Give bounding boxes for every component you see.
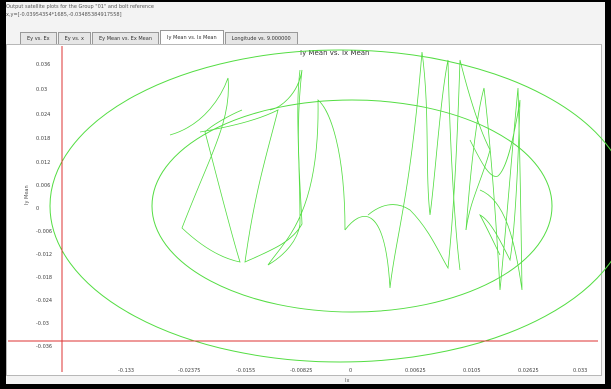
tab-ey-vs-x[interactable]: Ey vs. x <box>57 32 91 45</box>
tab-iy-mean-vs-ix-mean[interactable]: Iy Mean vs. Ix Mean <box>160 30 224 45</box>
y-tick-label: -0.012 <box>36 252 53 258</box>
x-tick-label: -0.00825 <box>290 368 313 374</box>
trajectory-left-b <box>199 69 303 263</box>
outer-ellipse-curve <box>49 49 611 363</box>
x-tick-label: 0.0105 <box>463 368 481 374</box>
x-tick-label: 0.033 <box>573 368 588 374</box>
y-tick-label: 0.024 <box>36 112 51 118</box>
tab-longitude[interactable]: Longitude vs. 9.000000 <box>224 32 298 45</box>
y-tick-label: 0 <box>36 206 40 212</box>
header-line-1: Output satellite plots for the Group "01… <box>6 4 154 10</box>
tab-ey-vs-ex[interactable]: Ey vs. Ex <box>20 32 57 45</box>
y-tick-label: -0.024 <box>36 298 53 304</box>
trajectory-right-a <box>344 51 461 289</box>
chart-title: Iy Mean vs. Ix Mean <box>300 49 370 57</box>
x-tick-label: -0.0155 <box>236 368 256 374</box>
y-tick-label: -0.018 <box>36 275 53 281</box>
inner-ellipse-curve <box>151 99 553 313</box>
plot-tab-bar: Ey vs. Ex Ey vs. x Ey Mean vs. Ex Mean I… <box>20 29 298 45</box>
x-tick-label: -0.133 <box>118 368 135 374</box>
trajectory-left-a <box>169 77 243 263</box>
x-axis-label: Ix <box>345 378 350 384</box>
y-tick-label: -0.036 <box>36 344 53 350</box>
y-tick-label: -0.006 <box>36 229 53 235</box>
y-tick-label: 0.03 <box>36 87 48 93</box>
y-tick-label: 0.006 <box>36 183 51 189</box>
x-tick-label: 0.00625 <box>405 368 426 374</box>
output-header: Output satellite plots for the Group "01… <box>6 3 596 19</box>
trajectory-right-c <box>465 87 523 291</box>
tab-ey-mean-vs-ex-mean[interactable]: Ey Mean vs. Ex Mean <box>92 32 159 45</box>
header-line-2: x,y=[-0.03954354*1685,-0.03485384917558] <box>6 12 122 18</box>
trajectory-right-b <box>367 59 491 270</box>
x-tick-label: 0.02625 <box>518 368 539 374</box>
y-tick-label: 0.018 <box>36 136 51 142</box>
trajectory-right-d <box>469 99 521 262</box>
x-tick-label: 0 <box>349 368 353 374</box>
y-tick-label: 0.012 <box>36 160 51 166</box>
trajectory-left-c <box>267 69 346 266</box>
x-tick-label: -0.02375 <box>178 368 201 374</box>
y-tick-label: -0.03 <box>36 321 49 327</box>
plot-panel <box>6 44 602 376</box>
y-tick-label: 0.036 <box>36 62 51 68</box>
